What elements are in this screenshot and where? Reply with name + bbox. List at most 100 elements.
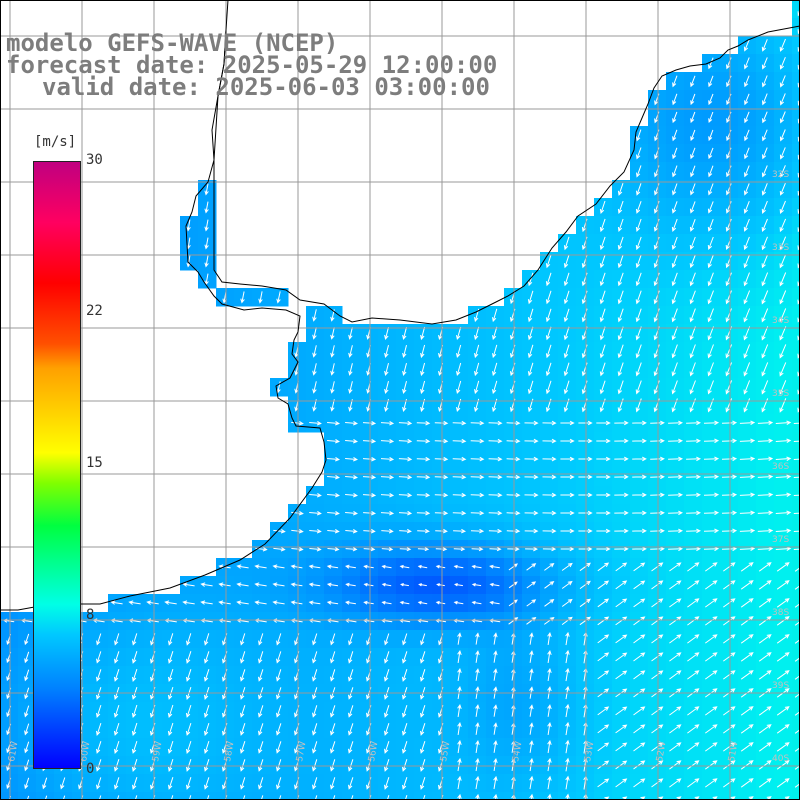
wind-arrow	[596, 510, 611, 516]
lon-label: 52W	[655, 741, 668, 763]
wind-arrow	[398, 510, 413, 516]
wind-arrow	[668, 438, 684, 444]
wind-arrow	[740, 634, 754, 644]
lon-label: 57W	[295, 741, 308, 763]
wind-arrow	[578, 438, 593, 444]
wind-arrow	[635, 218, 642, 233]
wind-arrow	[723, 778, 736, 788]
wind-arrow	[560, 492, 575, 498]
wind-cell	[756, 792, 775, 800]
wind-arrow	[314, 795, 318, 800]
wind-arrow	[475, 793, 480, 800]
wind-arrow	[527, 380, 534, 395]
wind-arrow	[690, 129, 696, 142]
wind-arrow	[725, 290, 732, 305]
wind-arrow	[708, 129, 714, 142]
wind-cell	[792, 36, 800, 55]
wind-arrow	[758, 598, 772, 608]
wind-arrow	[308, 564, 321, 569]
wind-arrow	[597, 760, 610, 770]
wind-arrow	[632, 528, 647, 534]
wind-arrow	[384, 326, 389, 340]
wind-arrow	[671, 218, 678, 232]
wind-arrow	[776, 742, 790, 752]
wind-arrow	[96, 777, 102, 790]
wind-arrow	[671, 362, 678, 377]
wind-arrow	[399, 547, 412, 552]
wind-arrow	[653, 344, 660, 359]
wind-arrow	[470, 510, 485, 516]
wind-arrow	[524, 474, 539, 480]
wind-cell	[234, 792, 253, 800]
wind-arrow	[132, 633, 138, 646]
wind-arrow	[705, 742, 718, 752]
wind-arrow	[542, 456, 557, 462]
wind-arrow	[399, 600, 410, 605]
wind-arrow	[689, 201, 696, 214]
wind-arrow	[290, 582, 303, 587]
wind-arrow	[204, 759, 210, 772]
wind-arrow	[779, 344, 787, 359]
wind-cell	[36, 792, 55, 800]
wind-arrow	[380, 492, 395, 498]
wind-arrow	[743, 39, 750, 52]
wind-arrow	[723, 706, 736, 716]
wind-arrow	[758, 670, 772, 680]
wind-arrow	[276, 759, 282, 772]
wind-arrow	[560, 546, 575, 552]
wind-arrow	[597, 562, 610, 572]
wind-arrow	[380, 510, 395, 516]
wind-arrow	[775, 528, 792, 534]
wind-arrow	[635, 290, 642, 305]
wind-arrow	[723, 634, 736, 644]
wind-arrow	[524, 420, 539, 426]
wind-arrow	[687, 616, 700, 626]
wind-arrow	[617, 272, 624, 287]
model-title: modelo GEFS-WAVE (NCEP)	[6, 29, 339, 57]
wind-arrow	[493, 758, 498, 771]
wind-arrow	[327, 528, 340, 534]
wind-arrow	[529, 793, 534, 800]
wind-arrow	[384, 777, 390, 790]
wind-arrow	[527, 272, 534, 287]
wind-arrow	[689, 254, 696, 269]
lat-label: 35S	[772, 389, 789, 399]
wind-arrow	[312, 723, 318, 736]
wind-arrow	[291, 528, 304, 534]
wind-arrow	[757, 474, 774, 480]
wind-cell	[792, 576, 800, 595]
wind-arrow	[599, 236, 606, 251]
wind-arrow	[527, 362, 534, 377]
wind-arrow	[24, 705, 30, 718]
wind-arrow	[794, 585, 800, 590]
wind-arrow	[617, 290, 624, 305]
wind-arrow	[779, 200, 786, 215]
wind-arrow	[434, 510, 449, 516]
wind-arrow	[563, 344, 570, 359]
lon-label: 59W	[151, 741, 164, 763]
wind-arrow	[708, 111, 714, 124]
wind-arrow	[761, 362, 769, 377]
wind-arrow	[633, 778, 646, 788]
wind-arrow	[758, 778, 772, 788]
wind-arrow	[723, 598, 736, 608]
wind-arrow	[632, 456, 647, 462]
wind-arrow	[327, 492, 341, 498]
wind-arrow	[506, 510, 521, 516]
wind-arrow	[545, 362, 552, 377]
wind-arrow	[363, 600, 374, 605]
wind-arrow	[617, 254, 624, 269]
wind-arrow	[721, 420, 738, 426]
wind-arrow	[668, 546, 684, 552]
wind-arrow	[312, 777, 318, 790]
wind-cell	[252, 792, 271, 800]
wind-arrow	[276, 633, 282, 646]
wind-arrow	[739, 510, 756, 516]
colorbar	[33, 161, 81, 769]
wind-arrow	[452, 474, 467, 480]
wind-cell	[792, 198, 800, 217]
wind-arrow	[345, 474, 359, 480]
wind-arrow	[761, 39, 768, 52]
wind-cell	[72, 792, 91, 800]
